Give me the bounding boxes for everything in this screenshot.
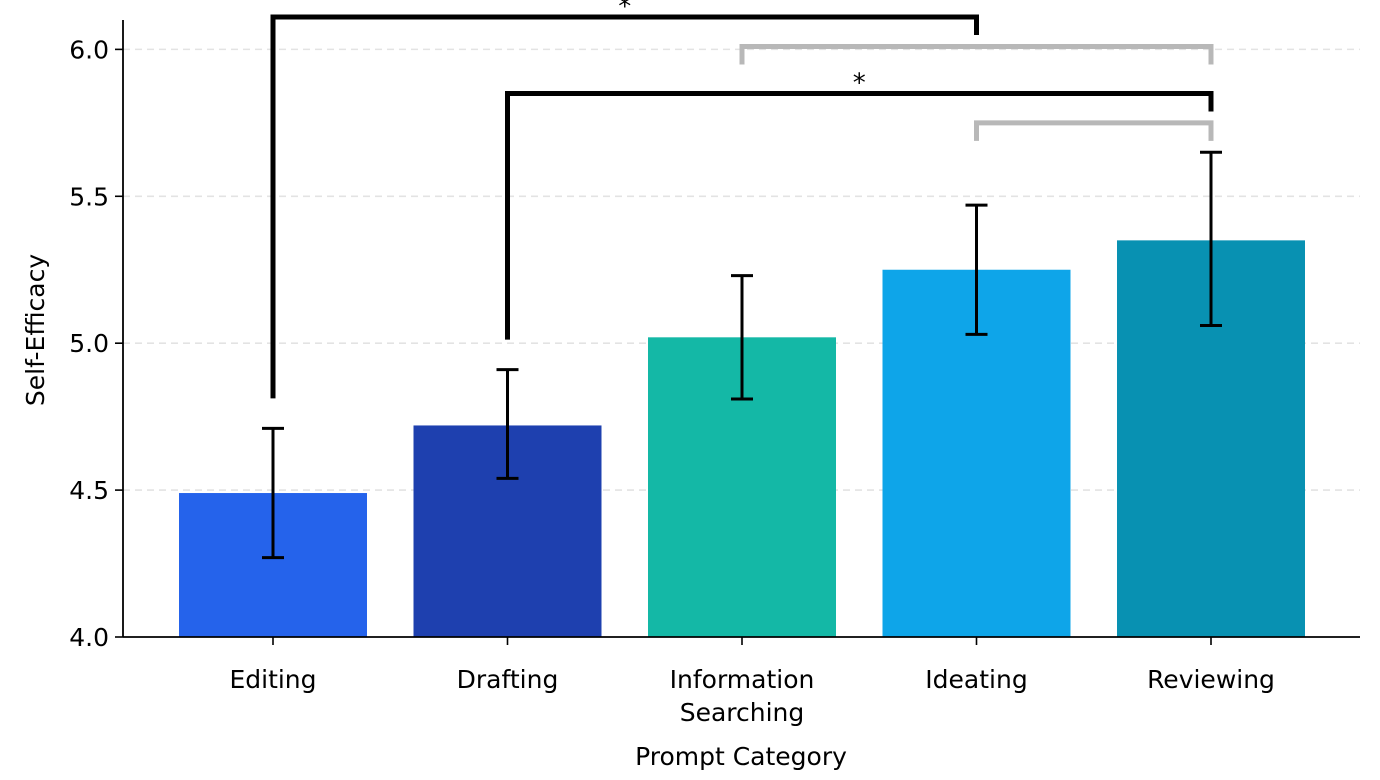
y-tick-label: 4.0 [69, 623, 109, 652]
y-tick-label: 6.0 [69, 35, 109, 64]
significance-label: * [618, 0, 631, 22]
x-tick-label: Drafting [457, 665, 559, 694]
y-axis-title: Self-Efficacy [21, 254, 50, 406]
significance-bracket [974, 120, 1214, 141]
significance-bracket [270, 14, 979, 399]
significance-brackets: ** [270, 0, 1214, 399]
x-tick-label: Editing [229, 665, 316, 694]
axes: 4.0 4.5 5.0 5.5 6.0 Editing Drafting Informatio… [69, 20, 1360, 727]
error-bars [262, 150, 1222, 560]
y-tick-label: 5.0 [69, 329, 109, 358]
x-tick-label: Reviewing [1147, 665, 1275, 694]
significance-bracket [505, 90, 1214, 340]
x-tick-label: Ideating [925, 665, 1027, 694]
significance-label: * [853, 68, 866, 98]
x-tick-label: Information [670, 665, 815, 694]
y-tick-label: 4.5 [69, 476, 109, 505]
y-tick-label: 5.5 [69, 182, 109, 211]
x-tick-label: Searching [680, 698, 805, 727]
x-axis-title: Prompt Category [635, 742, 847, 771]
significance-bracket [739, 43, 1214, 65]
